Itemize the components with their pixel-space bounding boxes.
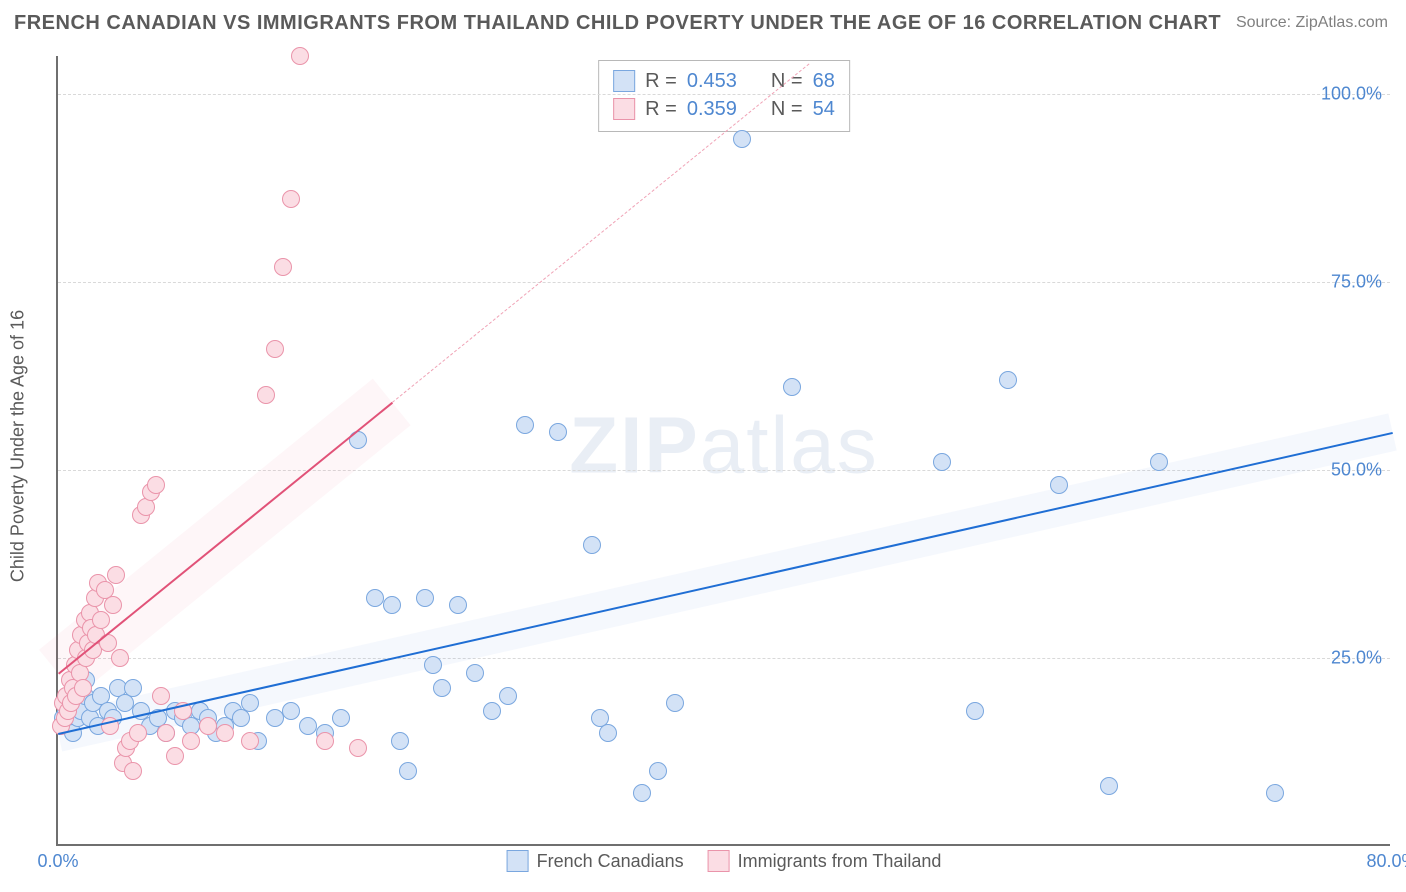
chart-title: FRENCH CANADIAN VS IMMIGRANTS FROM THAIL… (14, 12, 1221, 35)
scatter-point (449, 596, 467, 614)
scatter-point (216, 724, 234, 742)
scatter-point (266, 340, 284, 358)
stat-r-value: 0.359 (687, 95, 737, 123)
legend-swatch (613, 70, 635, 92)
watermark: ZIPatlas (569, 399, 878, 491)
scatter-point (266, 709, 284, 727)
scatter-point (416, 589, 434, 607)
gridline (58, 282, 1390, 283)
scatter-point (516, 416, 534, 434)
scatter-point (241, 694, 259, 712)
scatter-point (783, 378, 801, 396)
legend-label: French Canadians (537, 851, 684, 872)
scatter-point (466, 664, 484, 682)
legend-swatch (613, 98, 635, 120)
scatter-point (483, 702, 501, 720)
scatter-point (666, 694, 684, 712)
scatter-point (933, 453, 951, 471)
correlation-stats-box: R = 0.453N = 68R = 0.359 N = 54 (598, 60, 850, 132)
legend-swatch (507, 850, 529, 872)
scatter-point (316, 732, 334, 750)
scatter-point (1100, 777, 1118, 795)
scatter-point (152, 687, 170, 705)
gridline (58, 658, 1390, 659)
scatter-point (92, 611, 110, 629)
scatter-point (157, 724, 175, 742)
stat-n-label: N = (771, 95, 803, 123)
watermark-bold: ZIP (569, 400, 699, 489)
scatter-point (199, 717, 217, 735)
x-tick-label: 0.0% (37, 851, 78, 872)
scatter-point (733, 130, 751, 148)
scatter-point (999, 371, 1017, 389)
scatter-point (241, 732, 259, 750)
scatter-point (282, 702, 300, 720)
scatter-point (182, 732, 200, 750)
legend-label: Immigrants from Thailand (738, 851, 942, 872)
scatter-point (383, 596, 401, 614)
watermark-light: atlas (700, 400, 879, 489)
y-tick-label: 100.0% (1321, 83, 1382, 104)
x-tick-label: 80.0% (1366, 851, 1406, 872)
scatter-plot-area: ZIPatlas R = 0.453N = 68R = 0.359N = 54 … (56, 56, 1390, 846)
legend-item: French Canadians (507, 850, 684, 872)
scatter-point (282, 190, 300, 208)
scatter-point (599, 724, 617, 742)
scatter-point (147, 476, 165, 494)
stat-r-label: R = (645, 95, 677, 123)
scatter-point (124, 679, 142, 697)
y-tick-label: 25.0% (1331, 647, 1382, 668)
y-axis-label: Child Poverty Under the Age of 16 (8, 310, 29, 582)
stats-row: R = 0.359 N = 54 (613, 95, 835, 123)
scatter-point (291, 47, 309, 65)
scatter-point (1266, 784, 1284, 802)
scatter-point (549, 423, 567, 441)
scatter-point (332, 709, 350, 727)
scatter-point (391, 732, 409, 750)
scatter-point (424, 656, 442, 674)
scatter-point (124, 762, 142, 780)
stat-n-value: 54 (813, 95, 835, 123)
stats-row: R = 0.453N = 68 (613, 67, 835, 95)
scatter-point (499, 687, 517, 705)
scatter-point (433, 679, 451, 697)
stat-r-label: R = (645, 67, 677, 95)
scatter-point (299, 717, 317, 735)
scatter-point (583, 536, 601, 554)
gridline (58, 94, 1390, 95)
scatter-point (104, 596, 122, 614)
scatter-point (633, 784, 651, 802)
scatter-point (274, 258, 292, 276)
scatter-point (366, 589, 384, 607)
scatter-point (107, 566, 125, 584)
scatter-point (74, 679, 92, 697)
scatter-point (966, 702, 984, 720)
source-attribution: Source: ZipAtlas.com (1236, 14, 1388, 32)
scatter-point (111, 649, 129, 667)
scatter-point (649, 762, 667, 780)
stat-n-value: 68 (813, 67, 835, 95)
legend-swatch (708, 850, 730, 872)
scatter-point (1050, 476, 1068, 494)
y-tick-label: 75.0% (1331, 271, 1382, 292)
scatter-point (166, 747, 184, 765)
legend: French Canadians Immigrants from Thailand (507, 850, 942, 872)
trend-line (58, 402, 393, 674)
stat-r-value: 0.453 (687, 67, 737, 95)
scatter-point (399, 762, 417, 780)
scatter-point (257, 386, 275, 404)
scatter-point (1150, 453, 1168, 471)
legend-item: Immigrants from Thailand (708, 850, 942, 872)
scatter-point (129, 724, 147, 742)
scatter-point (349, 739, 367, 757)
